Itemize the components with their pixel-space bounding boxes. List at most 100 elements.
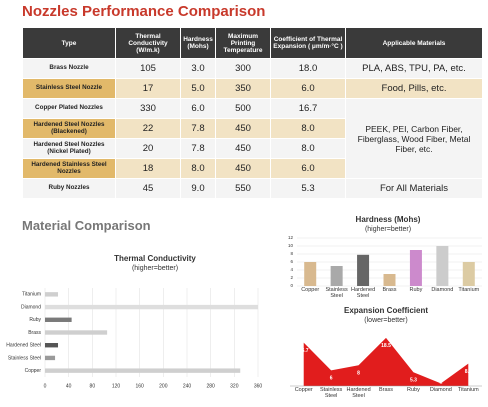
bar: [357, 254, 370, 286]
bar: [45, 304, 258, 310]
x-tick-label: Copper: [301, 287, 320, 293]
x-tick-label: Hardened Steel: [350, 287, 376, 299]
data-label: 1: [439, 379, 442, 385]
cell: 330: [115, 98, 181, 119]
x-tick-label: 0: [44, 383, 47, 389]
table-row: Hardened Stainless Steel Nozzles 18 8.0 450…: [22, 158, 483, 179]
cell: 350: [215, 78, 271, 99]
bar: [383, 274, 396, 286]
x-tick-label: Stainless Steel: [319, 387, 343, 399]
x-tick-label: 320: [230, 383, 239, 389]
cell: 5.3: [270, 178, 346, 199]
bar: [45, 330, 108, 335]
type-cell: Hardened Steel Nozzles (Blackened): [22, 118, 116, 139]
y-tick-label: Copper: [25, 368, 42, 374]
x-tick-label: Ruby: [409, 287, 423, 293]
bar: [45, 292, 59, 297]
bar: [462, 262, 475, 286]
cell: 16.7: [270, 98, 346, 119]
cell: 9.0: [180, 178, 216, 199]
y-tick-label: 10: [288, 243, 294, 248]
chart-subtitle: (higher=better): [365, 226, 411, 233]
chart-subtitle: (lower=better): [364, 317, 407, 324]
y-tick-label: 2: [290, 275, 293, 280]
x-tick-label: Stainless Steel: [325, 287, 348, 299]
x-tick-label: Titanium: [458, 287, 480, 293]
y-tick-label: 12: [288, 235, 294, 240]
chart-title: Hardness (Mohs): [356, 215, 421, 224]
column-header: Thermal Conductivity (W/m.k): [115, 27, 181, 59]
cell: 550: [215, 178, 271, 199]
y-tick-label: 4: [290, 267, 293, 272]
x-tick-label: 120: [112, 383, 121, 389]
x-tick-label: 40: [66, 383, 72, 389]
chart-title: Thermal Conductivity: [114, 254, 196, 263]
x-tick-label: 240: [183, 383, 192, 389]
x-tick-label: Copper: [294, 387, 313, 393]
x-tick-label: 160: [135, 383, 144, 389]
column-header: Maximum Printing Temperature: [215, 27, 271, 59]
comparison-table: Type Thermal Conductivity (W/m.k) Hardness…: [22, 27, 483, 199]
x-tick-label: Diamond: [431, 287, 454, 293]
cell: 20: [115, 138, 181, 159]
x-tick-label: 360: [254, 383, 263, 389]
area: [303, 337, 469, 386]
cell: 8.0: [270, 118, 346, 139]
x-tick-label: Diamond: [429, 387, 452, 393]
cell: 7.8: [180, 118, 216, 139]
y-tick-label: Hardened Steel: [6, 343, 41, 349]
bar: [409, 250, 422, 286]
bar: [45, 355, 56, 361]
cell: 6.0: [270, 158, 346, 179]
x-tick-label: Brass: [378, 387, 394, 393]
cell: 8.0: [270, 138, 346, 159]
x-tick-label: Hardened Steel: [346, 387, 371, 399]
y-tick-label: Titanium: [22, 292, 41, 298]
x-tick-label: Brass: [382, 287, 397, 293]
cell: 17: [115, 78, 181, 99]
x-tick-label: Ruby: [406, 387, 420, 393]
bar: [45, 317, 72, 322]
cell: 450: [215, 158, 271, 179]
x-tick-label: Titanium: [457, 387, 479, 393]
page-title: Nozzles Performance Comparison: [22, 3, 266, 20]
column-header: Applicable Materials: [345, 27, 483, 59]
bar: [330, 266, 343, 286]
y-tick-label: 8: [290, 251, 293, 256]
y-tick-label: Diamond: [21, 304, 41, 310]
cell: 6.0: [270, 78, 346, 99]
x-tick-label: 200: [159, 383, 168, 389]
cell: 45: [115, 178, 181, 199]
table-row: Hardened Steel Nozzles (Blackened) 22 7.8 4…: [22, 118, 483, 139]
type-cell: Stainless Steel Nozzle: [22, 78, 116, 99]
section-title: Material Comparison: [22, 218, 151, 233]
y-tick-label: Stainless Steel: [8, 355, 41, 361]
table-row: Ruby Nozzles 45 9.0 550 5.3 For All Materials: [22, 178, 483, 199]
cell: 8.0: [180, 158, 216, 179]
materials-cell: For All Materials: [345, 178, 483, 199]
cell: 105: [115, 58, 181, 79]
cell: 22: [115, 118, 181, 139]
bar: [304, 262, 317, 286]
type-cell: Ruby Nozzles: [22, 178, 116, 199]
y-tick-label: Brass: [28, 330, 41, 336]
data-label: 16.7: [299, 348, 309, 354]
cell: 3.0: [180, 58, 216, 79]
y-tick-label: Ruby: [29, 317, 41, 323]
type-cell: Hardened Stainless Steel Nozzles: [22, 158, 116, 179]
bar: [45, 368, 241, 373]
table-row: Brass Nozzle 105 3.0 300 18.0 PLA, ABS, TPU, …: [22, 58, 483, 79]
data-label: 18.5: [381, 343, 391, 349]
cell: 500: [215, 98, 271, 119]
y-tick-label: 0: [290, 283, 293, 288]
data-label: 8: [357, 371, 360, 377]
cell: 7.8: [180, 138, 216, 159]
y-tick-label: 6: [290, 259, 293, 264]
data-label: 6: [330, 376, 333, 382]
cell: 300: [215, 58, 271, 79]
table-row: Copper Plated Nozzles 330 6.0 500 16.7 PEEK, …: [22, 98, 483, 179]
bar: [45, 343, 59, 348]
cell: 6.0: [180, 98, 216, 119]
